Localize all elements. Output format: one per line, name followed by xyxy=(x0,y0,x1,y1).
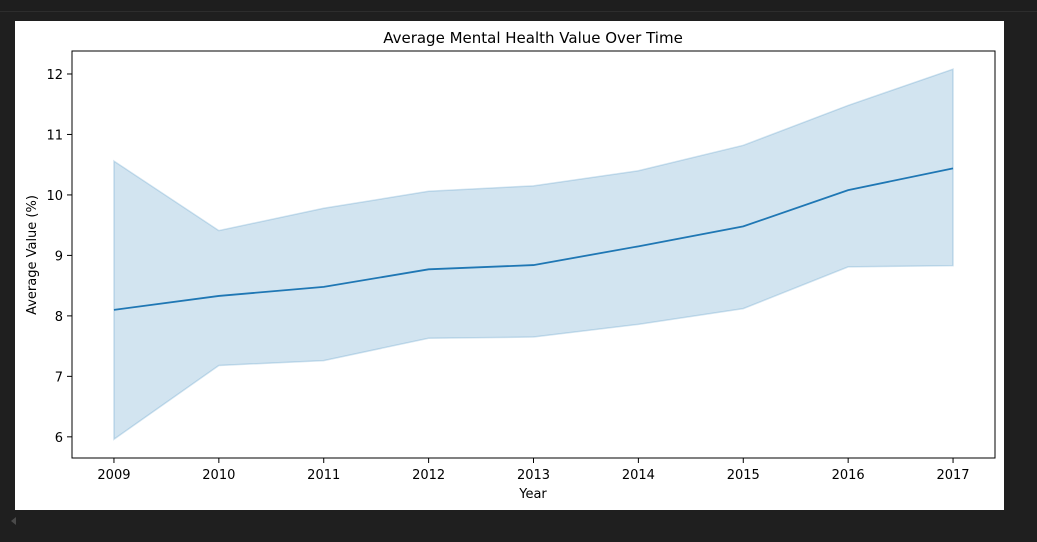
y-tick-label: 10 xyxy=(46,189,63,204)
x-tick-label: 2014 xyxy=(622,468,655,483)
line-chart: Average Mental Health Value Over Time 20… xyxy=(25,29,996,502)
series-line-0 xyxy=(113,167,954,311)
chart-title: Average Mental Health Value Over Time xyxy=(383,29,683,47)
x-axis-label: Year xyxy=(518,487,547,502)
y-tick-label: 12 xyxy=(46,68,63,83)
x-tick-label: 2013 xyxy=(517,468,550,483)
y-axis-label: Average Value (%) xyxy=(25,195,40,315)
y-tick-label: 7 xyxy=(55,370,63,385)
y-tick-label: 8 xyxy=(55,310,63,325)
x-tick-label: 2009 xyxy=(97,468,130,483)
scroll-left-arrow-icon[interactable] xyxy=(11,517,16,525)
confidence-band-0 xyxy=(113,68,954,441)
x-tick-label: 2016 xyxy=(832,468,865,483)
chart-figure: Average Mental Health Value Over Time 20… xyxy=(15,21,1004,510)
x-tick-label: 2015 xyxy=(727,468,760,483)
y-tick-label: 9 xyxy=(55,249,63,264)
y-tick-label: 11 xyxy=(46,128,63,143)
x-tick-label: 2012 xyxy=(412,468,445,483)
x-tick-label: 2017 xyxy=(936,468,969,483)
x-tick-label: 2010 xyxy=(202,468,235,483)
x-tick-label: 2011 xyxy=(307,468,340,483)
window-top-bar xyxy=(0,0,1037,12)
y-tick-label: 6 xyxy=(55,431,63,446)
